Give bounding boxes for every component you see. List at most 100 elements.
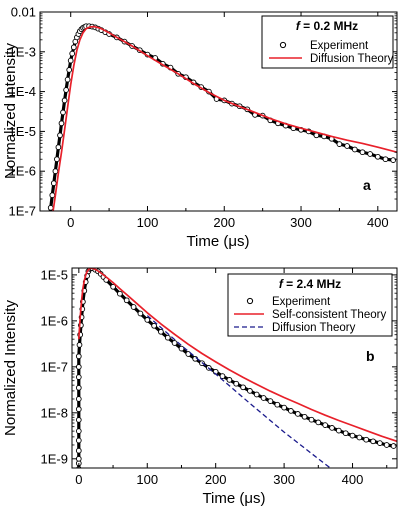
x-tick-label: 300 xyxy=(290,215,312,230)
x-tick-label: 0 xyxy=(67,215,74,230)
experiment-point xyxy=(171,340,178,346)
experiment-point xyxy=(383,442,390,448)
experiment-point xyxy=(64,76,71,83)
experiment-point xyxy=(75,406,82,413)
experiment-point xyxy=(363,436,370,443)
experiment-point xyxy=(137,310,144,317)
y-tick-label: 1E-6 xyxy=(41,313,68,328)
panel-a-plot-area xyxy=(45,23,397,234)
experiment-point xyxy=(226,377,233,383)
experiment-point xyxy=(308,416,315,423)
experiment-point xyxy=(75,353,82,360)
experiment-point xyxy=(274,401,281,408)
experiment-point xyxy=(50,180,57,187)
experiment-point xyxy=(315,419,322,426)
x-tick-label: 400 xyxy=(367,215,389,230)
experiment-point xyxy=(356,434,363,441)
experiment-point xyxy=(281,404,287,411)
experiment-point xyxy=(351,146,358,153)
experiment-point xyxy=(158,328,164,335)
experiment-point xyxy=(329,425,335,431)
experiment-point xyxy=(322,422,329,428)
experiment-point xyxy=(58,120,65,127)
panel-a-legend-theory-label: Diffusion Theory xyxy=(310,53,394,65)
experiment-point xyxy=(377,440,383,446)
x-tick-label: 100 xyxy=(136,472,158,487)
panel-a-legend-experiment-marker xyxy=(279,41,287,49)
experiment-point xyxy=(61,97,68,104)
x-tick-label: 0 xyxy=(75,472,82,487)
experiment-point xyxy=(75,417,82,423)
panel-b-letter: b xyxy=(366,348,375,364)
x-tick-label: 300 xyxy=(273,472,295,487)
panel-b-x-axis-title: Time (μs) xyxy=(202,490,265,507)
panel-a-legend-title: f = 0.2 MHz xyxy=(296,19,358,33)
experiment-point xyxy=(359,149,366,156)
panel-a-legend-box xyxy=(261,15,394,69)
experiment-point xyxy=(336,141,343,147)
y-tick-label: 1E-7 xyxy=(41,359,68,374)
panel-b-legend-experiment-label: Experiment xyxy=(272,296,331,308)
experiment-point xyxy=(367,151,373,157)
experiment-point xyxy=(75,396,82,402)
experiment-point xyxy=(253,391,260,398)
experiment-point xyxy=(60,109,66,116)
experiment-point xyxy=(130,304,137,310)
panel-b-y-axis-title: Normalized Intensity xyxy=(2,300,19,436)
experiment-point xyxy=(382,156,389,163)
experiment-point xyxy=(247,388,253,394)
experiment-point xyxy=(233,380,240,387)
experiment-point xyxy=(45,229,50,234)
x-tick-label: 200 xyxy=(213,215,235,230)
experiment-point xyxy=(66,67,73,73)
panel-a-x-axis: 0 100 200 300 400 xyxy=(67,12,389,230)
experiment-point xyxy=(370,438,376,445)
panel-b-plot-area xyxy=(75,268,397,468)
y-tick-label: 1E-5 xyxy=(9,124,36,139)
experiment-point xyxy=(52,168,59,175)
experiment-point xyxy=(75,455,82,462)
experiment-point xyxy=(75,437,82,444)
experiment-point xyxy=(117,290,123,297)
panel-b-x-axis: 0 100 200 300 400 xyxy=(75,268,388,487)
experiment-point xyxy=(344,143,350,149)
experiment-point xyxy=(240,384,246,391)
panel-b-y-axis: 1E-9 1E-8 1E-7 1E-6 1E-5 xyxy=(41,267,397,466)
experiment-point xyxy=(178,345,185,352)
experiment-point xyxy=(55,144,62,151)
panel-a: 0 100 200 300 400 1E-7 1E-6 1E-5 1E-4 1E-3 0.01 T… xyxy=(2,5,398,250)
panel-a-y-axis-title: Normalized Intensity xyxy=(2,43,19,179)
x-tick-label: 200 xyxy=(205,472,227,487)
experiment-point xyxy=(70,44,77,51)
experiment-point xyxy=(288,408,294,414)
experiment-point xyxy=(75,447,82,454)
experiment-point xyxy=(63,87,69,93)
panel-b: 0 100 200 300 400 1E-9 1E-8 1E-7 1E-6 1E-5 Time … xyxy=(2,267,398,507)
experiment-point xyxy=(47,204,54,211)
experiment-point xyxy=(57,132,63,139)
y-tick-label: 0.01 xyxy=(11,5,36,20)
diffusion-theory-line xyxy=(146,315,332,468)
experiment-point xyxy=(164,334,171,341)
experiment-point xyxy=(69,50,76,57)
experiment-point xyxy=(123,297,130,304)
experiment-point xyxy=(67,57,74,64)
panel-b-legend-self-consistent-label: Self-consistent Theory xyxy=(272,309,386,321)
y-tick-label: 1E-6 xyxy=(9,164,36,179)
diffusion-theory-line xyxy=(52,25,397,211)
experiment-point xyxy=(335,427,342,434)
y-tick-label: 1E-9 xyxy=(41,451,68,466)
panel-b-legend-title: f = 2.4 MHz xyxy=(279,277,341,291)
experiment-point xyxy=(151,322,157,329)
y-tick-label: 1E-4 xyxy=(9,84,36,99)
experiment-point xyxy=(390,443,397,449)
experiment-point xyxy=(54,156,60,163)
panel-a-y-axis: 1E-7 1E-6 1E-5 1E-4 1E-3 0.01 xyxy=(9,5,397,219)
x-tick-label: 400 xyxy=(342,472,364,487)
experiment-point xyxy=(110,283,116,290)
panel-a-legend-experiment-label: Experiment xyxy=(310,40,369,52)
experiment-point xyxy=(75,364,82,370)
experiment-point xyxy=(75,384,82,391)
y-tick-label: 1E-3 xyxy=(9,44,36,59)
